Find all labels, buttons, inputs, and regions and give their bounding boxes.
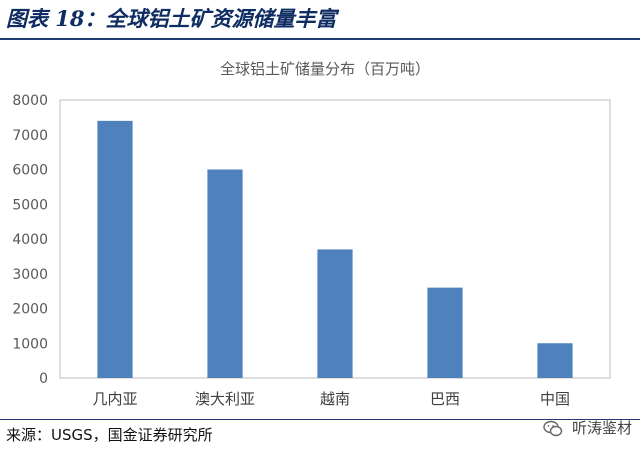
source-note: 来源：USGS，国金证券研究所 (6, 426, 213, 444)
bar-1 (97, 120, 133, 378)
bar-4 (427, 287, 463, 378)
y-tick-label: 5000 (12, 197, 48, 213)
chart-title: 全球铝土矿储量分布（百万吨） (220, 60, 430, 78)
x-tick-label: 越南 (320, 390, 350, 408)
y-tick-label: 4000 (12, 232, 48, 248)
y-tick-label: 3000 (12, 267, 48, 283)
x-tick-label: 澳大利亚 (195, 390, 255, 408)
y-tick-label: 0 (39, 371, 48, 387)
y-tick-label: 7000 (12, 128, 48, 144)
watermark-text: 听涛鉴材 (571, 419, 632, 437)
figure-label: 图表 18：全球铝土矿资源储量丰富 (6, 6, 337, 31)
top-divider (0, 38, 640, 40)
bar-5 (537, 343, 573, 378)
chart-container: 全球铝土矿储量分布（百万吨） 0 1000 2000 3000 4000 5000 6000… (0, 44, 640, 414)
bar-2 (207, 169, 243, 378)
y-tick-label: 1000 (12, 336, 48, 352)
x-tick-label: 巴西 (430, 390, 460, 408)
bottom-divider (0, 419, 640, 420)
plot-area: 0 1000 2000 3000 4000 5000 6000 7000 8000 几内亚 澳大利亚… (12, 93, 611, 408)
bar-3 (317, 249, 353, 378)
y-tick-label: 6000 (12, 163, 48, 179)
y-tick-label: 8000 (12, 93, 48, 109)
x-tick-label: 几内亚 (92, 390, 137, 408)
y-tick-label: 2000 (12, 302, 48, 318)
watermark: 听涛鉴材 (543, 416, 632, 440)
wechat-icon (543, 420, 563, 436)
bar-chart: 全球铝土矿储量分布（百万吨） 0 1000 2000 3000 4000 5000 6000… (12, 60, 611, 408)
x-tick-label: 中国 (540, 390, 570, 408)
